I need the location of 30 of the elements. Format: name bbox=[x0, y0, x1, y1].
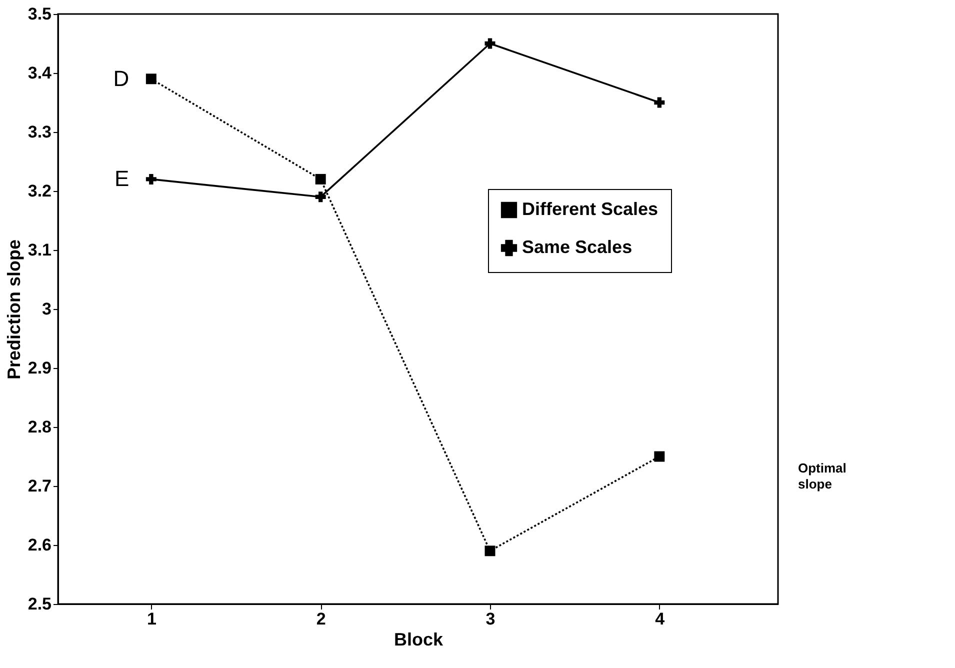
point bbox=[654, 97, 665, 108]
y-tick-label: 2.9 bbox=[28, 358, 52, 378]
y-tick-label: 3.2 bbox=[28, 182, 52, 200]
legend-label: Same Scales bbox=[522, 237, 632, 257]
text: Optimal slope bbox=[798, 460, 846, 492]
x-tick-label: 3 bbox=[486, 610, 496, 628]
y-tick-label: 2.7 bbox=[28, 476, 52, 496]
y-tick-label: 3.5 bbox=[28, 4, 52, 24]
point bbox=[484, 546, 496, 556]
y-tick-label: 2.8 bbox=[28, 418, 52, 436]
y-axis-title: Prediction slope bbox=[4, 239, 24, 380]
point bbox=[315, 174, 326, 184]
y-tick-label: 3.3 bbox=[28, 122, 52, 142]
x-tick-label: 2 bbox=[316, 610, 326, 628]
annotation: D bbox=[113, 66, 130, 91]
x-axis-title: Block bbox=[394, 630, 444, 650]
point bbox=[484, 38, 496, 49]
y-tick-label: 3 bbox=[42, 300, 52, 318]
legend-label: Different Scales bbox=[522, 199, 658, 219]
y-tick-label: 3.4 bbox=[28, 64, 52, 82]
y-tick-label: 3.1 bbox=[28, 240, 52, 260]
point bbox=[146, 174, 156, 184]
y-tick-label: 2.5 bbox=[28, 594, 52, 614]
point bbox=[146, 74, 156, 84]
y-tick-label: 2.6 bbox=[28, 536, 52, 554]
x-tick-label: 1 bbox=[146, 610, 156, 628]
point bbox=[654, 451, 665, 462]
x-tick-label: 4 bbox=[655, 610, 666, 628]
point bbox=[315, 192, 326, 202]
annotation: E bbox=[114, 166, 130, 192]
